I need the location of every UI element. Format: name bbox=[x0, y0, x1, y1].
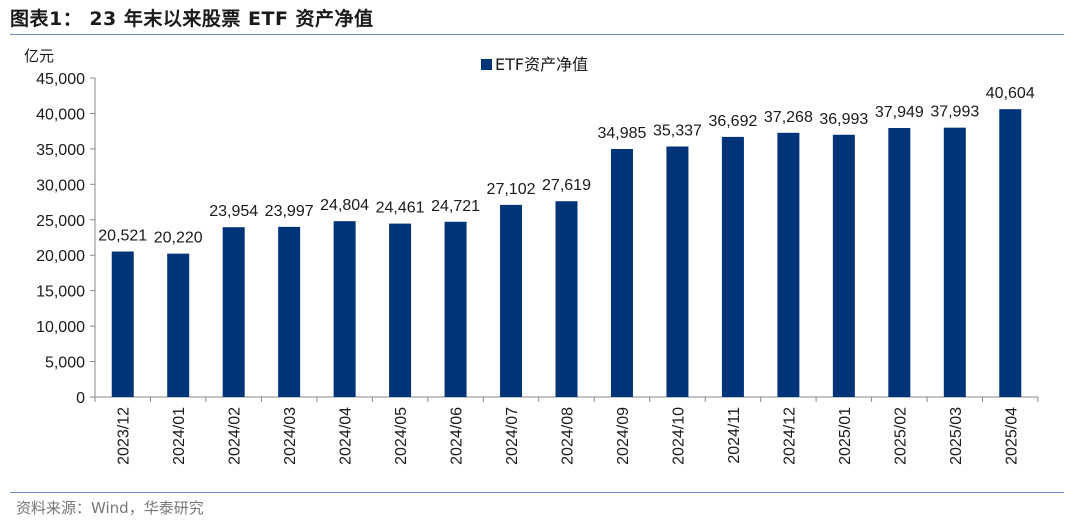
bar-value-label: 36,993 bbox=[819, 111, 868, 128]
bar-value-label: 37,949 bbox=[875, 104, 924, 121]
x-tick-label: 2023/12 bbox=[116, 407, 133, 465]
bar-value-label: 34,985 bbox=[598, 125, 647, 142]
bar-value-label: 20,220 bbox=[154, 230, 203, 247]
bar-value-label: 27,102 bbox=[487, 181, 536, 198]
y-tick-label: 45,000 bbox=[36, 71, 85, 88]
title-rule bbox=[10, 34, 1064, 35]
x-tick-label: 2025/02 bbox=[892, 407, 909, 465]
y-axis-unit-label: 亿元 bbox=[24, 47, 54, 65]
bar-value-label: 24,461 bbox=[376, 200, 425, 217]
x-tick-label: 2024/07 bbox=[504, 407, 521, 465]
chart-bars bbox=[111, 109, 1022, 398]
y-tick-label: 10,000 bbox=[36, 319, 85, 336]
bar-value-label: 40,604 bbox=[986, 85, 1035, 102]
chart-data-labels: 20,521 20,220 23,954 23,997 24,804 24,461 24,7… bbox=[98, 85, 1035, 246]
y-tick-label: 30,000 bbox=[36, 177, 85, 194]
legend-swatch bbox=[481, 59, 492, 70]
bar-value-label: 27,619 bbox=[542, 177, 591, 194]
source-rule bbox=[10, 492, 1064, 493]
bar bbox=[444, 221, 467, 397]
bar-value-label: 24,804 bbox=[320, 197, 369, 214]
x-tick-label: 2024/05 bbox=[393, 407, 410, 465]
y-tick-label: 20,000 bbox=[36, 248, 85, 265]
y-tick-label: 25,000 bbox=[36, 213, 85, 230]
x-tick-label: 2024/01 bbox=[171, 407, 188, 465]
y-tick-label: 15,000 bbox=[36, 284, 85, 301]
bar bbox=[999, 109, 1022, 398]
x-tick-label: 2024/04 bbox=[338, 407, 355, 465]
bar bbox=[389, 223, 412, 397]
y-tick-label: 40,000 bbox=[36, 106, 85, 123]
y-tick-label: 0 bbox=[76, 390, 85, 407]
bar bbox=[278, 226, 301, 397]
bar bbox=[666, 146, 689, 397]
x-tick-label: 2024/03 bbox=[282, 407, 299, 465]
bar bbox=[333, 221, 356, 397]
bar bbox=[222, 227, 245, 397]
bar-value-label: 23,997 bbox=[265, 203, 314, 220]
y-axis-tick-labels: 0 5,000 10,000 15,000 20,000 25,000 30,000 35,0… bbox=[36, 71, 85, 407]
bar-value-label: 23,954 bbox=[209, 203, 258, 220]
x-tick-label: 2025/01 bbox=[837, 407, 854, 465]
x-axis-tick-labels: 2023/12 2024/01 2024/02 2024/03 2024/04 2024/… bbox=[116, 407, 1021, 465]
source-note: 资料来源：Wind，华泰研究 bbox=[16, 499, 204, 517]
bar-value-label: 24,721 bbox=[431, 198, 480, 215]
bar bbox=[167, 253, 190, 397]
x-tick-label: 2024/08 bbox=[560, 407, 577, 465]
bar-value-label: 37,268 bbox=[764, 109, 813, 126]
x-tick-label: 2024/06 bbox=[449, 407, 466, 465]
bar-value-label: 37,993 bbox=[930, 104, 979, 121]
bar-value-label: 36,692 bbox=[708, 113, 757, 130]
legend-label: ETF资产净值 bbox=[495, 55, 588, 74]
x-tick-label: 2024/02 bbox=[227, 407, 244, 465]
bar bbox=[610, 148, 633, 397]
x-tick-label: 2024/12 bbox=[781, 407, 798, 465]
bar bbox=[832, 134, 855, 397]
y-tick-label: 5,000 bbox=[45, 355, 85, 372]
x-tick-label: 2024/10 bbox=[670, 407, 687, 465]
bar bbox=[888, 127, 911, 397]
bar-value-label: 20,521 bbox=[98, 228, 147, 245]
y-tick-label: 35,000 bbox=[36, 142, 85, 159]
bar-value-label: 35,337 bbox=[653, 122, 702, 139]
x-tick-label: 2024/11 bbox=[726, 407, 743, 464]
bar bbox=[555, 201, 578, 397]
bar bbox=[111, 251, 134, 397]
x-tick-label: 2024/09 bbox=[615, 407, 632, 465]
x-tick-label: 2025/03 bbox=[948, 407, 965, 465]
bar bbox=[943, 127, 966, 397]
bar bbox=[500, 204, 523, 397]
bar bbox=[777, 132, 800, 398]
x-tick-label: 2025/04 bbox=[1003, 407, 1020, 465]
legend: ETF资产净值 bbox=[481, 55, 588, 74]
figure-title: 图表1： 23 年末以来股票 ETF 资产净值 bbox=[10, 8, 374, 30]
bar bbox=[721, 136, 744, 398]
